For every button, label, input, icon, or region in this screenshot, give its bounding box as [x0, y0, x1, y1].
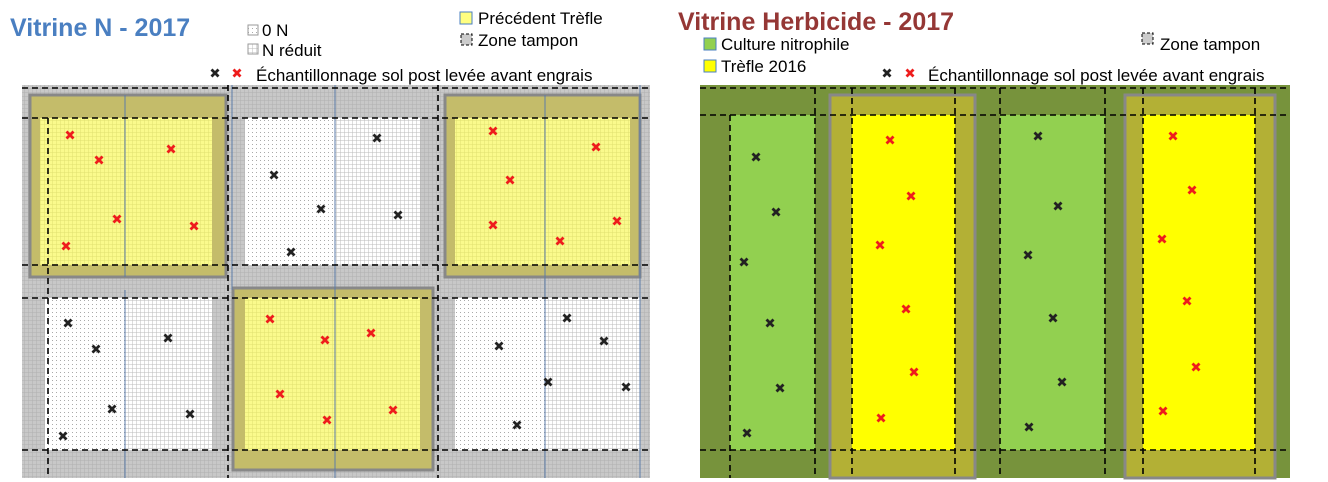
legend-label: 0 N [262, 21, 288, 40]
sample-cross [494, 341, 504, 351]
sample-cross [543, 377, 553, 387]
sample-cross [562, 313, 572, 323]
sample-cross [739, 257, 749, 267]
sample-cross [1158, 406, 1168, 416]
legend-label: Culture nitrophile [721, 35, 850, 54]
legend-label: Précédent Trèfle [478, 9, 603, 28]
sample-cross [1057, 377, 1067, 387]
sample-cross [58, 431, 68, 441]
legend-label: Échantillonnage sol post levée avant eng… [256, 66, 592, 85]
sample-cross [112, 214, 122, 224]
legend-icon [460, 33, 473, 46]
plot [45, 298, 125, 450]
sample-cross [322, 415, 332, 425]
sample-cross [1168, 131, 1178, 141]
sample-cross [94, 155, 104, 165]
sample-cross [512, 420, 522, 430]
sample-cross [488, 220, 498, 230]
sample-cross [1191, 362, 1201, 372]
sample-cross [1182, 296, 1192, 306]
legend-label: Zone tampon [1160, 35, 1260, 54]
sample-cross [771, 207, 781, 217]
sample-cross [232, 68, 242, 78]
sample-cross [765, 318, 775, 328]
plot-dividers [124, 85, 641, 478]
sample-cross [275, 389, 285, 399]
plot [1143, 115, 1255, 450]
sample-cross [1053, 201, 1063, 211]
sample-cross [1024, 422, 1034, 432]
sample-cross [1023, 250, 1033, 260]
legend-label: Échantillonnage sol post levée avant eng… [928, 66, 1264, 85]
sample-cross [1157, 234, 1167, 244]
plot [245, 298, 420, 450]
sample-cross [163, 333, 173, 343]
title: Vitrine Herbicide - 2017 [678, 8, 954, 36]
title: Vitrine N - 2017 [10, 14, 190, 42]
sample-cross [621, 382, 631, 392]
sample-cross [166, 144, 176, 154]
sample-cross [61, 241, 71, 251]
sample-cross [555, 236, 565, 246]
sample-cross [901, 304, 911, 314]
legend-label: Trèfle 2016 [721, 57, 806, 76]
legend-icon [459, 11, 473, 25]
buffer-lines [22, 85, 650, 478]
sample-cross [210, 68, 220, 78]
sample-cross [591, 142, 601, 152]
sample-cross [775, 383, 785, 393]
sample-cross [909, 367, 919, 377]
sample-cross [91, 344, 101, 354]
sample-cross [269, 170, 279, 180]
legend-icon [703, 37, 717, 51]
sample-cross [751, 152, 761, 162]
sample-cross [63, 318, 73, 328]
plot [545, 298, 640, 450]
sample-cross [885, 135, 895, 145]
plot [40, 118, 212, 265]
sample-cross [906, 191, 916, 201]
legend-icon [1141, 32, 1154, 45]
sample-points [58, 68, 1201, 441]
legend-icon [247, 43, 259, 55]
sample-cross [882, 68, 892, 78]
sample-cross [286, 247, 296, 257]
buffer-lines [700, 87, 1290, 478]
sample-cross [1187, 185, 1197, 195]
plot [125, 298, 212, 450]
sample-cross [189, 221, 199, 231]
legend-label: Zone tampon [478, 31, 578, 50]
sample-cross [372, 133, 382, 143]
plot [730, 115, 815, 450]
plot [1000, 115, 1105, 450]
legend-label: N réduit [262, 41, 322, 60]
legend-icon [703, 59, 717, 73]
plot [335, 118, 420, 265]
sample-cross [876, 413, 886, 423]
sample-cross [505, 175, 515, 185]
sample-cross [65, 130, 75, 140]
sample-cross [388, 405, 398, 415]
plot [455, 118, 630, 265]
sample-cross [107, 404, 117, 414]
sample-cross [185, 409, 195, 419]
sample-cross [488, 126, 498, 136]
plot [852, 115, 955, 450]
sample-cross [393, 210, 403, 220]
sample-cross [1033, 131, 1043, 141]
sample-cross [599, 336, 609, 346]
sample-cross [1048, 313, 1058, 323]
plot [455, 298, 545, 450]
sample-cross [320, 335, 330, 345]
sample-cross [366, 328, 376, 338]
sample-cross [875, 240, 885, 250]
sample-cross [265, 314, 275, 324]
sample-cross [316, 204, 326, 214]
sample-cross [742, 428, 752, 438]
sample-cross [905, 68, 915, 78]
sample-cross [612, 216, 622, 226]
legend-icon [247, 24, 259, 36]
